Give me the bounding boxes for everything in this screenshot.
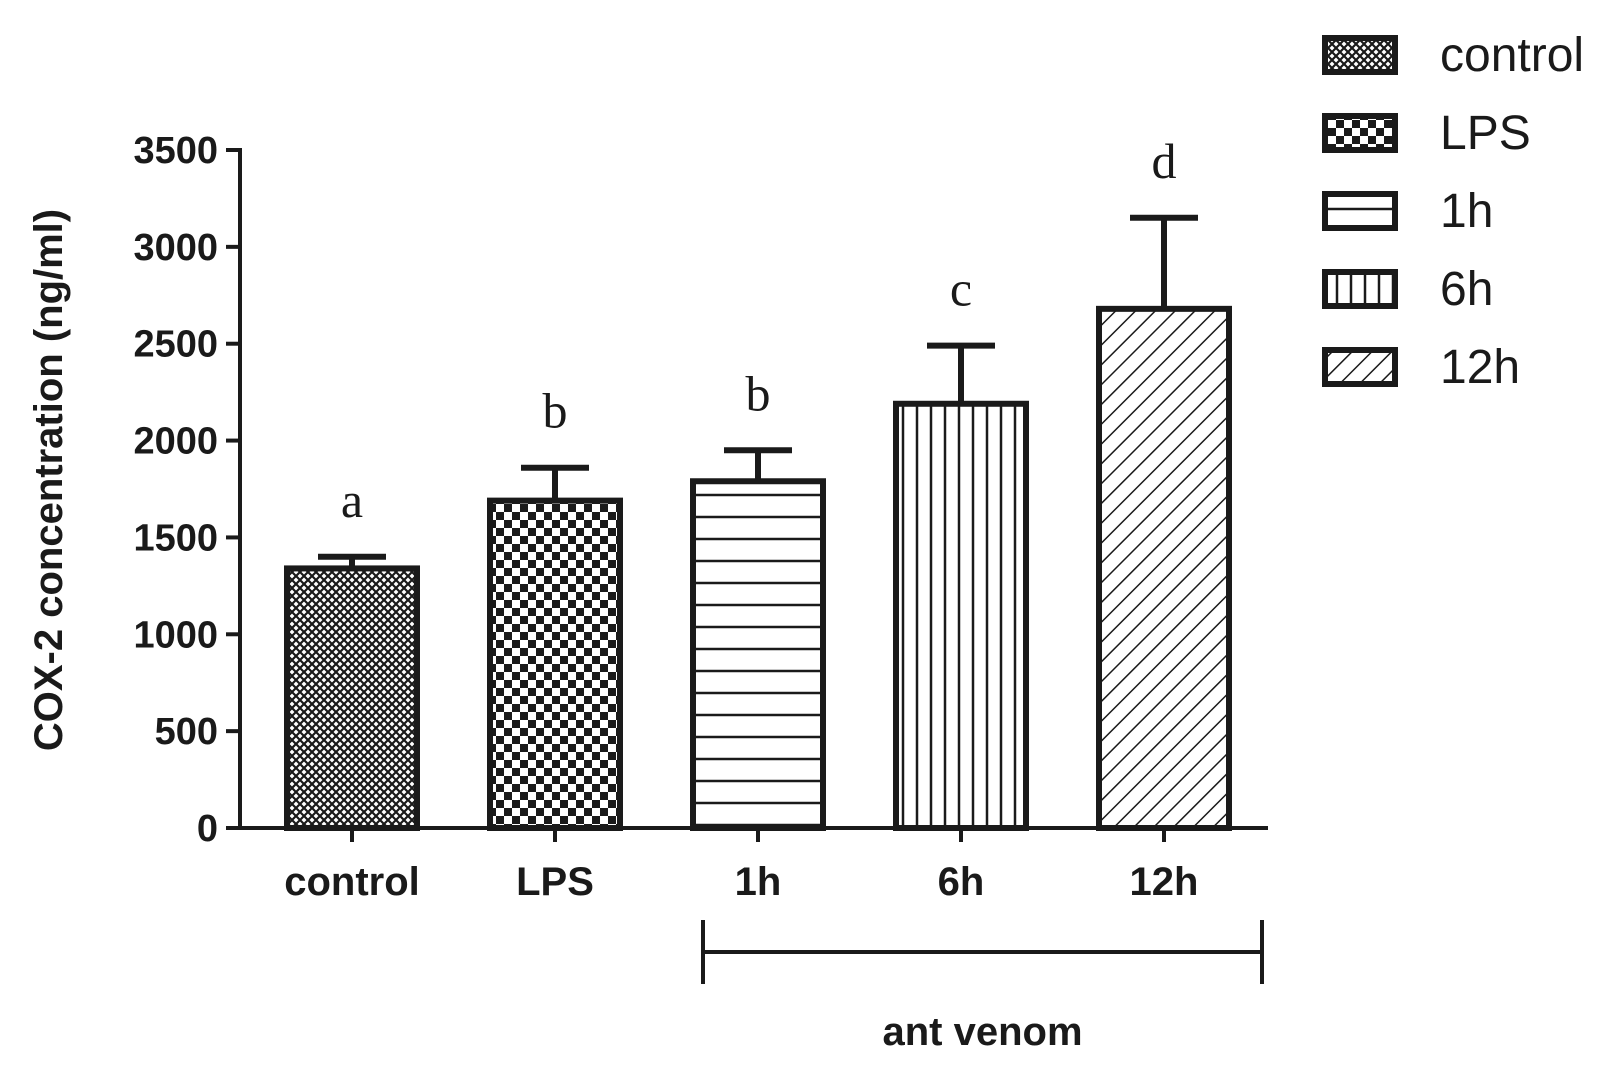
significance-label: d <box>1152 133 1177 189</box>
x-tick-label: control <box>284 860 420 904</box>
y-tick-label: 2500 <box>133 324 218 366</box>
bars: a b b c d <box>284 133 1232 831</box>
bar <box>487 497 623 831</box>
legend-swatch <box>1322 347 1398 387</box>
bracket-label: ant venom <box>882 1010 1082 1054</box>
group-bracket: ant venom <box>701 920 1264 1054</box>
legend-label: 6h <box>1440 263 1493 316</box>
x-tick-label: 6h <box>938 860 985 904</box>
significance-label: b <box>746 365 771 421</box>
y-tick-label: 500 <box>155 711 218 753</box>
legend-swatch <box>1322 269 1398 309</box>
significance-label: c <box>950 261 972 317</box>
y-tick-label: 1000 <box>133 614 218 656</box>
legend: control LPS 1h 6h 12h <box>1322 29 1584 394</box>
legend-label: LPS <box>1440 107 1531 160</box>
y-tick-label: 2000 <box>133 421 218 463</box>
legend-label: 1h <box>1440 185 1493 238</box>
x-axis: control LPS 1h 6h 12h <box>240 826 1268 904</box>
significance-label: b <box>543 383 568 439</box>
y-axis-title: COX-2 concentration (ng/ml) <box>27 209 71 751</box>
legend-label: control <box>1440 29 1584 82</box>
x-tick-label: LPS <box>516 860 594 904</box>
y-tick-label: 3500 <box>133 130 218 172</box>
bar <box>284 565 420 831</box>
significance-label: a <box>341 472 363 528</box>
bar <box>893 400 1029 831</box>
x-tick-label: 12h <box>1130 860 1199 904</box>
y-tick-label: 0 <box>197 808 218 850</box>
x-tick-label: 1h <box>735 860 782 904</box>
y-axis: 0 500 1000 1500 2000 2500 3000 3500 <box>133 130 242 850</box>
bar <box>1096 305 1232 831</box>
legend-swatch <box>1322 35 1398 75</box>
y-tick-label: 1500 <box>133 517 218 559</box>
y-tick-label: 3000 <box>133 227 218 269</box>
bar <box>690 478 826 831</box>
legend-label: 12h <box>1440 341 1520 394</box>
legend-swatch <box>1322 113 1398 153</box>
legend-swatch <box>1322 191 1398 231</box>
